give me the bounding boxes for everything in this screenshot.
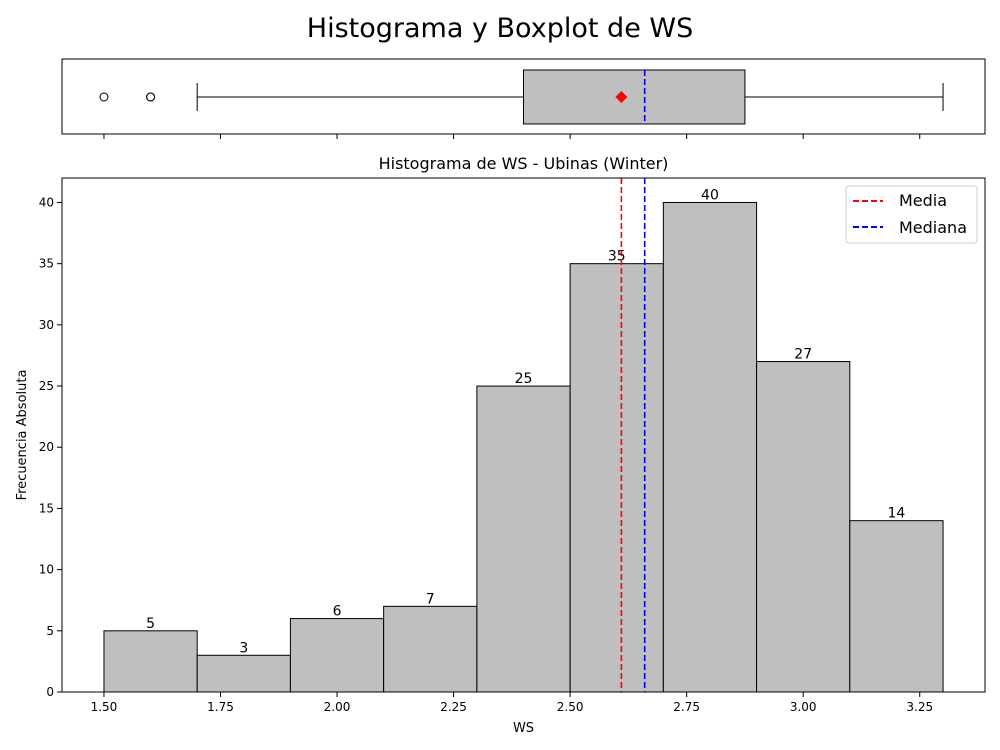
boxplot-box <box>523 69 746 125</box>
y-tick-label: 15 <box>39 501 54 515</box>
histogram-bar <box>569 263 664 693</box>
legend-label-media: Media <box>899 191 947 210</box>
histogram-bar <box>383 605 478 693</box>
y-tick-label: 5 <box>46 624 54 638</box>
bar-value-label: 7 <box>426 591 435 607</box>
histogram-bar <box>756 361 851 693</box>
bar-value-label: 27 <box>794 347 812 363</box>
bar-value-label: 3 <box>239 640 248 656</box>
histogram-title: Histograma de WS - Ubinas (Winter) <box>379 154 669 173</box>
boxplot <box>99 69 944 125</box>
histogram-bar <box>289 618 385 693</box>
bar-value-label: 14 <box>888 506 906 522</box>
y-tick-label: 30 <box>39 318 54 332</box>
bar-value-label: 35 <box>608 249 626 265</box>
x-tick-label: 3.25 <box>906 700 933 714</box>
y-tick-label: 40 <box>39 195 54 209</box>
boxplot-outlier <box>146 92 156 102</box>
histogram-bar <box>103 630 198 693</box>
histogram-bar <box>849 520 944 693</box>
x-tick-label: 2.00 <box>324 700 351 714</box>
legend: Media Mediana <box>845 185 978 244</box>
histogram-bars <box>103 201 944 693</box>
boxplot-frame <box>61 58 986 135</box>
histogram-bar <box>476 385 571 693</box>
bar-value-label: 40 <box>701 187 719 203</box>
y-tick-label: 25 <box>39 379 54 393</box>
x-tick-label: 1.75 <box>207 700 234 714</box>
legend-label-mediana: Mediana <box>899 218 967 237</box>
y-tick-label: 10 <box>39 563 54 577</box>
boxplot-x-ticks <box>103 134 921 139</box>
histogram-frame <box>61 177 986 693</box>
bar-value-label: 6 <box>333 604 342 620</box>
histogram-x-ticks: 1.50 1.75 2.00 2.25 2.50 2.75 3.00 3.25 <box>91 692 933 714</box>
histogram-bar <box>662 201 758 693</box>
x-tick-label: 1.50 <box>91 700 118 714</box>
y-tick-label: 20 <box>39 440 54 454</box>
boxplot-axes <box>61 58 986 139</box>
y-axis-label: Frecuencia Absoluta <box>15 370 30 501</box>
x-tick-label: 2.50 <box>557 700 584 714</box>
reference-lines <box>620 178 646 692</box>
x-axis-label: WS <box>513 721 534 736</box>
legend-box <box>845 185 978 244</box>
histogram-y-ticks: 0 5 10 15 20 25 30 35 40 <box>39 195 62 699</box>
x-tick-label: 3.00 <box>790 700 817 714</box>
x-tick-label: 2.25 <box>440 700 467 714</box>
boxplot-mean-marker <box>615 91 628 103</box>
x-tick-label: 2.75 <box>673 700 700 714</box>
boxplot-outlier <box>99 92 109 102</box>
bar-value-label: 25 <box>515 371 533 387</box>
histogram-axes: Histograma de WS - Ubinas (Winter) 5 3 6 7 2… <box>15 154 986 736</box>
y-tick-label: 0 <box>46 685 54 699</box>
y-tick-label: 35 <box>39 257 54 271</box>
bar-value-label: 5 <box>146 616 155 632</box>
histogram-bar <box>196 654 291 693</box>
suptitle: Histograma y Boxplot de WS <box>307 13 693 44</box>
